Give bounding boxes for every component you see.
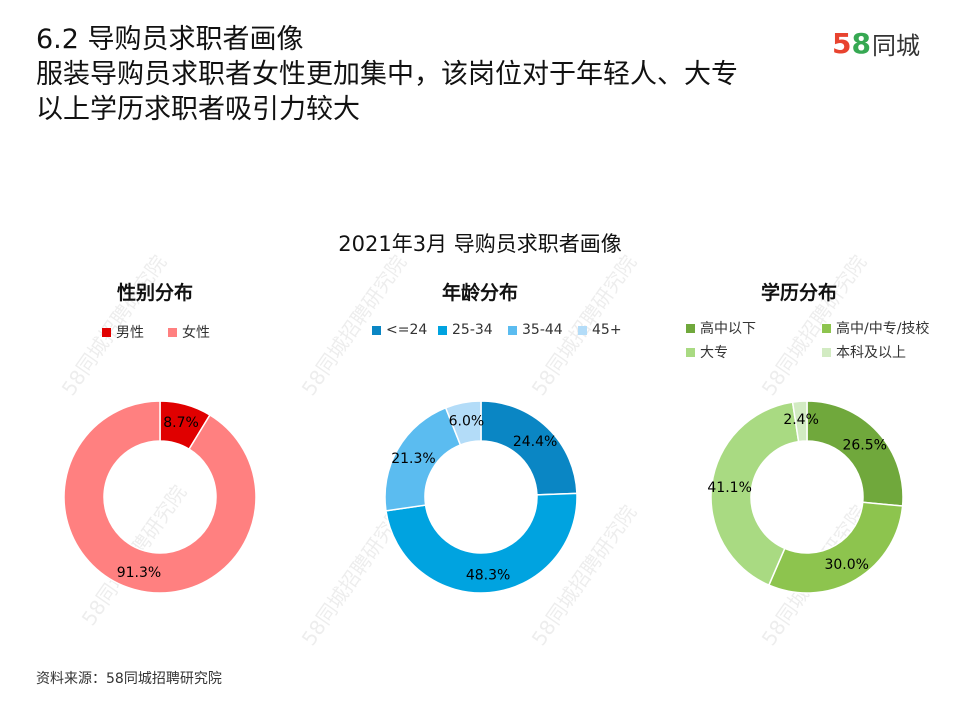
age-panel: 年龄分布: [365, 278, 595, 608]
legend-item-edu-3: 大专: [686, 342, 728, 362]
legend-label: 高中以下: [700, 321, 756, 337]
data-label-edu-4: 2.4%: [783, 412, 819, 428]
brand-logo: 5 8 同城: [832, 26, 920, 61]
legend-label: 45+: [592, 322, 622, 338]
slice-edu-1: [806, 400, 904, 507]
legend-swatch: [438, 325, 447, 335]
legend-item-age-3: 35-44: [508, 322, 563, 338]
legend-item-male: 男性: [102, 322, 144, 342]
data-label-age-4: 6.0%: [449, 413, 485, 429]
education-panel: 学历分布: [684, 278, 914, 608]
legend-item-edu-2: 高中/中专/技校: [822, 318, 929, 338]
legend-label: 35-44: [522, 322, 563, 338]
slice-age-4: [444, 400, 482, 446]
page-title: 6.2 导购员求职者画像: [36, 24, 304, 55]
data-label-age-3: 21.3%: [391, 451, 435, 467]
data-label-age-1: 24.4%: [513, 434, 557, 450]
legend-item-age-4: 45+: [578, 322, 622, 338]
logo-digit-5: 5: [832, 27, 852, 60]
legend-label: <=24: [386, 322, 428, 338]
data-label-edu-3: 41.1%: [707, 480, 751, 496]
logo-brand-text: 同城: [871, 32, 920, 60]
legend-item-age-1: <=24: [372, 322, 427, 338]
data-label-age-2: 48.3%: [466, 568, 510, 584]
page-subtitle-line1: 服装导购员求职者女性更加集中，该岗位对于年轻人、大专: [36, 59, 738, 90]
slice-age-2: [385, 492, 578, 594]
legend-swatch: [686, 323, 695, 333]
data-label-edu-1: 26.5%: [842, 438, 886, 454]
legend-item-female: 女性: [168, 322, 210, 342]
legend-label: 高中/中专/技校: [836, 321, 930, 337]
legend-swatch: [372, 325, 381, 335]
slice-edu-4: [791, 400, 808, 443]
gender-title: 性别分布: [116, 282, 193, 304]
data-label-male: 8.7%: [163, 415, 199, 431]
source-note: 资料来源：58同城招聘研究院: [36, 671, 222, 687]
legend-swatch: [686, 347, 695, 357]
legend-label: 大专: [700, 345, 728, 361]
legend-label: 女性: [182, 325, 210, 341]
legend-swatch: [168, 327, 177, 337]
chart-title: 2021年3月 导购员求职者画像: [338, 232, 622, 256]
slice-edu-3: [710, 401, 800, 587]
data-label-female: 91.3%: [117, 565, 161, 581]
age-title: 年龄分布: [441, 282, 518, 304]
legend-item-edu-1: 高中以下: [686, 318, 756, 338]
slice-age-1: [480, 400, 578, 496]
data-label-edu-2: 30.0%: [824, 557, 868, 573]
slice-female: [63, 400, 257, 594]
slice-edu-2: [767, 501, 904, 594]
page-subtitle-line2: 以上学历求职者吸引力较大: [36, 94, 360, 125]
education-title: 学历分布: [760, 282, 837, 304]
legend-item-age-2: 25-34: [438, 322, 493, 338]
legend-swatch: [822, 323, 831, 333]
legend-label: 25-34: [452, 322, 493, 338]
legend-label: 男性: [116, 325, 144, 341]
logo-digit-8: 8: [851, 27, 871, 60]
gender-panel: 性别分布: [40, 278, 270, 608]
legend-swatch: [578, 325, 587, 335]
legend-swatch: [508, 325, 517, 335]
legend-swatch: [102, 327, 111, 337]
page-header: 6.2 导购员求职者画像 服装导购员求职者女性更加集中，该岗位对于年轻人、大专 …: [36, 22, 836, 127]
legend-label: 本科及以上: [836, 345, 906, 361]
legend-item-edu-4: 本科及以上: [822, 342, 906, 362]
legend-swatch: [822, 347, 831, 357]
